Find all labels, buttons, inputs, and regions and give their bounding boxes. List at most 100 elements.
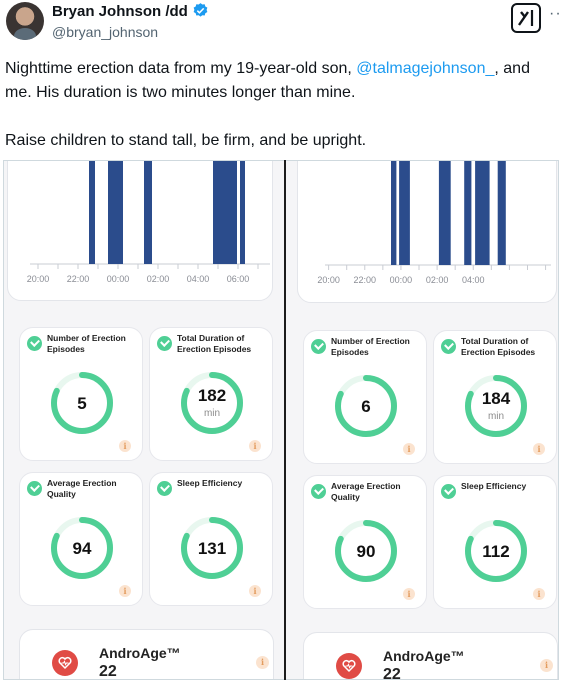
metric-card-duration-right[interactable]: Total Duration of Erection Episodes 184 … xyxy=(433,330,557,464)
tweet-paragraph-2: Raise children to stand tall, be firm, a… xyxy=(5,132,367,149)
metric-card-episodes-left[interactable]: Number of Erection Episodes 5 i xyxy=(19,327,143,461)
metric-unit: min xyxy=(487,411,505,422)
metric-value: 184 xyxy=(481,389,511,408)
heart-pulse-icon xyxy=(336,653,362,679)
metric-card-efficiency-right[interactable]: Sleep Efficiency 112 i xyxy=(433,475,557,609)
episode-bar-4 xyxy=(213,161,237,264)
check-circle-icon xyxy=(441,484,456,499)
tweet-media[interactable]: 20:00 22:00 00:00 02:00 04:00 06:00 Number of… xyxy=(3,160,559,680)
grok-icon xyxy=(518,10,534,26)
metric-unit: min xyxy=(203,408,221,419)
x-tick-label: 22:00 xyxy=(67,274,90,284)
episode-bar-1 xyxy=(89,161,95,264)
androage-value: 22 xyxy=(383,666,401,680)
episode-bar-1 xyxy=(391,161,397,265)
metric-title: Sleep Efficiency xyxy=(177,478,243,488)
x-tick-label: 04:00 xyxy=(187,274,210,284)
metric-value: 5 xyxy=(77,394,87,413)
check-circle-icon xyxy=(157,481,172,496)
author-avatar[interactable] xyxy=(6,2,44,40)
progress-ring xyxy=(335,520,397,582)
check-circle-icon xyxy=(157,336,172,351)
episode-bar-3 xyxy=(438,161,451,265)
x-tick-label: 06:00 xyxy=(227,274,250,284)
metric-title: Average Erection Quality xyxy=(47,478,117,499)
info-icon[interactable]: i xyxy=(249,440,261,452)
metric-card-episodes-right[interactable]: Number of Erection Episodes 6 i xyxy=(303,330,427,464)
metric-title: Average Erection Quality xyxy=(331,481,401,502)
metric-title: Sleep Efficiency xyxy=(461,481,527,491)
x-tick-label: 00:00 xyxy=(107,274,130,284)
image-divider xyxy=(284,160,286,680)
timeline-chart-svg-left: 20:00 22:00 00:00 02:00 04:00 06:00 xyxy=(27,161,270,284)
x-tick-label: 04:00 xyxy=(462,275,485,285)
x-tick-label: 02:00 xyxy=(426,275,449,285)
check-circle-icon xyxy=(441,339,456,354)
progress-ring xyxy=(51,517,113,579)
author-handle[interactable]: @bryan_johnson xyxy=(52,24,159,40)
grok-button[interactable] xyxy=(511,3,541,33)
metric-value: 112 xyxy=(482,542,510,561)
info-icon[interactable]: i xyxy=(119,585,131,597)
progress-ring xyxy=(181,517,243,579)
right-screenshot: 20:00 22:00 00:00 02:00 04:00 Number of Erec… xyxy=(287,161,558,680)
verified-badge-icon xyxy=(193,3,208,17)
check-circle-icon xyxy=(311,484,326,499)
metric-card-efficiency-left[interactable]: Sleep Efficiency 131 i xyxy=(149,472,273,606)
episode-bar-5 xyxy=(240,161,245,264)
x-tick-label: 02:00 xyxy=(147,274,170,284)
metric-card-quality-right[interactable]: Average Erection Quality 90 i xyxy=(303,475,427,609)
info-icon[interactable]: i xyxy=(540,659,553,672)
heart-pulse-icon xyxy=(52,650,78,676)
episode-bar-5 xyxy=(475,161,490,265)
metric-title: Number of Erection Episodes xyxy=(331,336,410,357)
info-icon[interactable]: i xyxy=(533,588,545,600)
check-circle-icon xyxy=(27,336,42,351)
metric-title: Total Duration of Erection Episodes xyxy=(177,333,252,354)
erection-timeline-chart-right: 20:00 22:00 00:00 02:00 04:00 xyxy=(297,161,557,303)
androage-card-left[interactable]: AndroAge™ 22 i xyxy=(19,629,274,680)
episode-bar-2 xyxy=(108,161,123,264)
x-tick-label: 20:00 xyxy=(317,275,340,285)
metric-value: 131 xyxy=(197,539,227,558)
info-icon[interactable]: i xyxy=(533,443,545,455)
progress-ring xyxy=(335,375,397,437)
episode-bar-6 xyxy=(497,161,506,265)
androage-card-right[interactable]: AndroAge™ 22 i xyxy=(303,632,558,680)
metric-card-quality-left[interactable]: Average Erection Quality 94 i xyxy=(19,472,143,606)
metric-value: 90 xyxy=(356,542,376,561)
check-circle-icon xyxy=(311,339,326,354)
x-tick-label: 22:00 xyxy=(354,275,377,285)
author-name-text[interactable]: Bryan Johnson /dd xyxy=(52,3,188,20)
progress-ring xyxy=(465,375,527,437)
androage-value: 22 xyxy=(99,663,117,680)
episode-bar-4 xyxy=(464,161,472,265)
mention-link[interactable]: @talmagejohnson_ xyxy=(356,60,495,77)
progress-ring xyxy=(181,372,243,434)
x-tick-label: 20:00 xyxy=(27,274,50,284)
tweet-text-part1: Nighttime erection data from my 19-year-… xyxy=(5,60,357,77)
episode-bar-2 xyxy=(399,161,410,265)
author-name[interactable]: Bryan Johnson /dd xyxy=(52,2,209,20)
metric-value: 94 xyxy=(72,539,92,558)
info-icon[interactable]: i xyxy=(403,443,415,455)
androage-label: AndroAge™ xyxy=(383,648,465,664)
episode-bar-3 xyxy=(144,161,152,264)
info-icon[interactable]: i xyxy=(256,656,269,669)
erection-timeline-chart-left: 20:00 22:00 00:00 02:00 04:00 06:00 xyxy=(7,161,273,301)
tweet-header: Bryan Johnson /dd @bryan_johnson ··· xyxy=(0,0,563,50)
info-icon[interactable]: i xyxy=(249,585,261,597)
info-icon[interactable]: i xyxy=(403,588,415,600)
tweet-text: Nighttime erection data from my 19-year-… xyxy=(5,57,555,153)
tweet-paragraph-1: Nighttime erection data from my 19-year-… xyxy=(5,57,555,105)
info-icon[interactable]: i xyxy=(119,440,131,452)
metric-value: 6 xyxy=(361,397,371,416)
metric-card-duration-left[interactable]: Total Duration of Erection Episodes 182 … xyxy=(149,327,273,461)
androage-label: AndroAge™ xyxy=(99,645,181,661)
x-tick-label: 00:00 xyxy=(390,275,413,285)
more-options-icon[interactable]: ··· xyxy=(549,5,563,22)
metric-title: Total Duration of Erection Episodes xyxy=(461,336,536,357)
metric-title: Number of Erection Episodes xyxy=(47,333,126,354)
timeline-chart-svg-right: 20:00 22:00 00:00 02:00 04:00 xyxy=(317,161,551,285)
progress-ring xyxy=(465,520,527,582)
